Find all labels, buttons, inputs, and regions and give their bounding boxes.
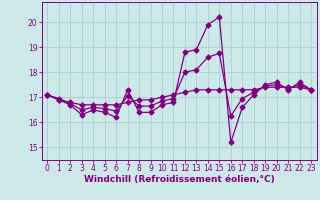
X-axis label: Windchill (Refroidissement éolien,°C): Windchill (Refroidissement éolien,°C) — [84, 175, 275, 184]
